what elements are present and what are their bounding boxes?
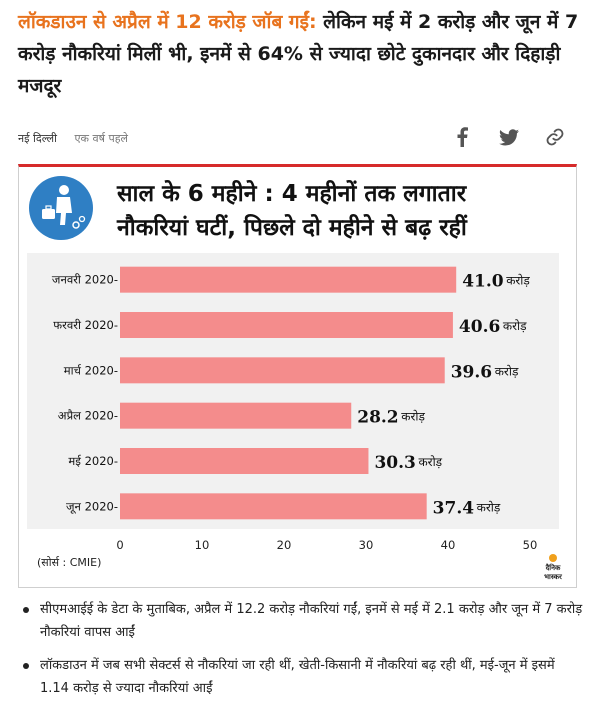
chart-title: साल के 6 महीने : 4 महीनों तक लगातार नौकर…	[117, 177, 567, 245]
facebook-share-button[interactable]	[449, 124, 475, 150]
data-label: 40.6	[459, 317, 500, 337]
chart-plot-area	[27, 253, 559, 529]
y-tick-label: जून 2020-	[66, 499, 118, 514]
chart-figure: साल के 6 महीने : 4 महीनों तक लगातार नौकर…	[18, 164, 577, 588]
list-item: लॉकडाउन में जब सभी सेक्टर्स से नौकरियां …	[18, 654, 583, 700]
chart-source: (सोर्स : CMIE)	[37, 556, 102, 569]
bar	[120, 448, 369, 474]
article-meta: नई दिल्ली एक वर्ष पहले	[18, 131, 128, 146]
svg-text:भास्कर: भास्कर	[544, 573, 563, 581]
list-item: सीएमआईई के डेटा के मुताबिक, अप्रैल में 1…	[18, 598, 583, 644]
x-tick-label: 50	[523, 538, 538, 552]
x-tick-label: 40	[441, 538, 456, 552]
bar	[120, 357, 445, 384]
y-tick-label: मार्च 2020-	[64, 363, 118, 377]
data-unit-label: करोड़	[495, 364, 519, 378]
dainik-bhaskar-logo: दैनिक भास्कर	[544, 554, 563, 581]
twitter-share-button[interactable]	[496, 124, 522, 150]
y-tick-label: जनवरी 2020-	[52, 273, 118, 287]
data-label: 41.0	[462, 272, 504, 292]
x-tick-label: 20	[277, 538, 292, 552]
key-points-list: सीएमआईई के डेटा के मुताबिक, अप्रैल में 1…	[18, 598, 583, 710]
bar-chart: जनवरी 2020- 41.0 करोड़फरवरी 2020- 40.6 करोड़…	[27, 253, 559, 552]
data-unit-label: करोड़	[418, 455, 442, 469]
x-tick-label: 0	[116, 538, 123, 552]
x-tick-label: 30	[359, 538, 374, 552]
x-tick-label: 10	[195, 538, 210, 552]
headline-text: लेकिन मई में 2 करोड़ और जून में 7 करोड़ …	[18, 11, 579, 97]
copy-link-button[interactable]	[542, 124, 568, 150]
job-loss-logo-icon	[29, 176, 93, 240]
article-headline: लॉकडाउन से अप्रैल में 12 करोड़ जॉब गईं: …	[18, 6, 583, 102]
data-unit-label: करोड़	[506, 274, 530, 288]
data-unit-label: करोड़	[477, 500, 501, 514]
bar	[120, 402, 352, 429]
headline-highlight: लॉकडाउन से अप्रैल में 12 करोड़ जॉब गईं:	[18, 11, 317, 33]
bar	[120, 312, 453, 338]
bar	[120, 266, 457, 293]
link-icon	[546, 128, 564, 146]
data-label: 30.3	[374, 453, 415, 473]
y-tick-label: अप्रैल 2020-	[58, 409, 118, 423]
y-tick-label: फरवरी 2020-	[53, 318, 118, 332]
svg-text:दैनिक: दैनिक	[545, 563, 561, 572]
data-label: 37.4	[433, 498, 475, 518]
twitter-icon	[499, 128, 519, 145]
chart-title-line-2: नौकरियां घटीं, पिछले दो महीने से बढ़ रही…	[117, 215, 467, 241]
data-label: 39.6	[451, 362, 492, 382]
chart-title-line-1: साल के 6 महीने : 4 महीनों तक लगातार	[117, 181, 467, 207]
bar	[120, 493, 427, 520]
timestamp: एक वर्ष पहले	[74, 132, 129, 145]
data-unit-label: करोड़	[503, 319, 527, 333]
data-unit-label: करोड़	[401, 410, 425, 424]
y-tick-label: मई 2020-	[68, 454, 118, 468]
facebook-icon	[457, 127, 468, 147]
data-label: 28.2	[357, 408, 398, 428]
location-label: नई दिल्ली	[18, 132, 57, 145]
